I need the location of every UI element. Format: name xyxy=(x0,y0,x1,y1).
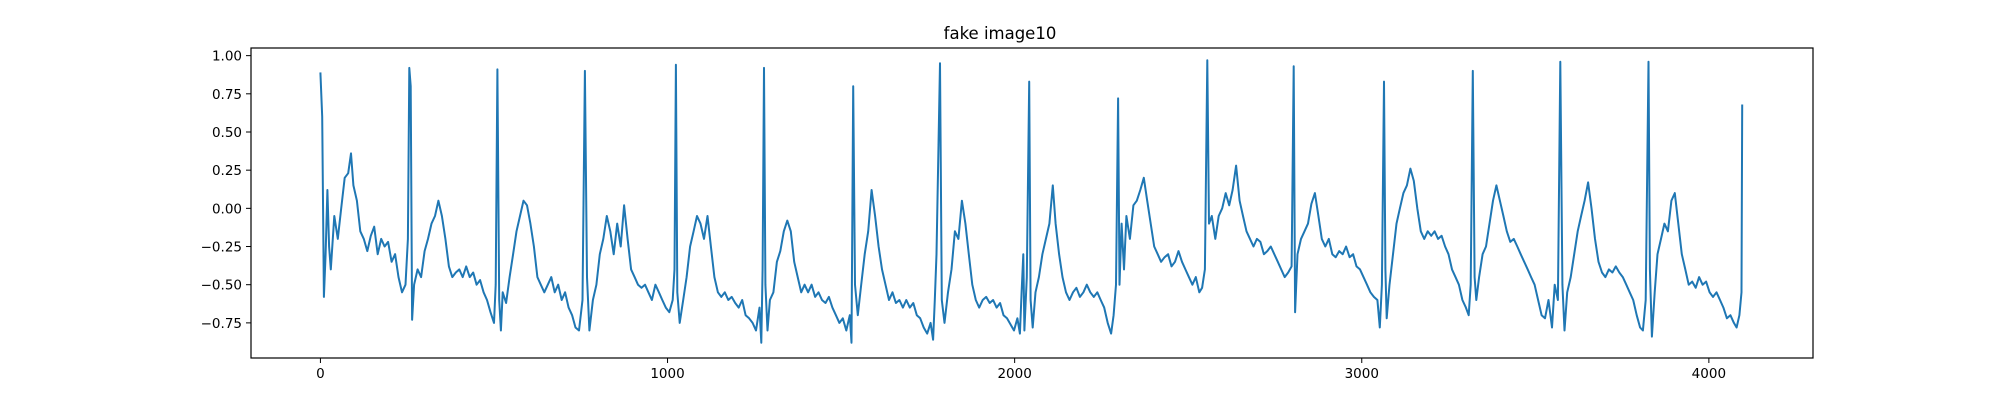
x-tick-label: 0 xyxy=(316,366,325,382)
x-tick-label: 1000 xyxy=(650,366,684,382)
y-axis: −0.75 −0.50 −0.25 0.00 0.25 0.50 0.75 1.00 xyxy=(201,49,251,332)
y-tick-label: 0.25 xyxy=(212,163,242,179)
plot-area xyxy=(250,47,1814,359)
y-tick-label: −0.25 xyxy=(201,240,242,256)
y-tick-label: 1.00 xyxy=(212,49,242,65)
y-tick-label: 0.00 xyxy=(212,201,242,217)
y-tick-label: 0.50 xyxy=(212,125,242,141)
x-tick-label: 3000 xyxy=(1345,366,1379,382)
chart-title: fake image10 xyxy=(944,24,1057,43)
signal-line xyxy=(319,59,1744,344)
axes-frame xyxy=(250,47,1814,359)
x-axis: 0 1000 2000 3000 4000 xyxy=(316,358,1726,382)
y-tick-label: −0.50 xyxy=(201,278,242,294)
x-tick-label: 2000 xyxy=(997,366,1031,382)
y-tick-label: −0.75 xyxy=(201,316,242,332)
x-tick-label: 4000 xyxy=(1692,366,1726,382)
y-tick-label: 0.75 xyxy=(212,87,242,103)
